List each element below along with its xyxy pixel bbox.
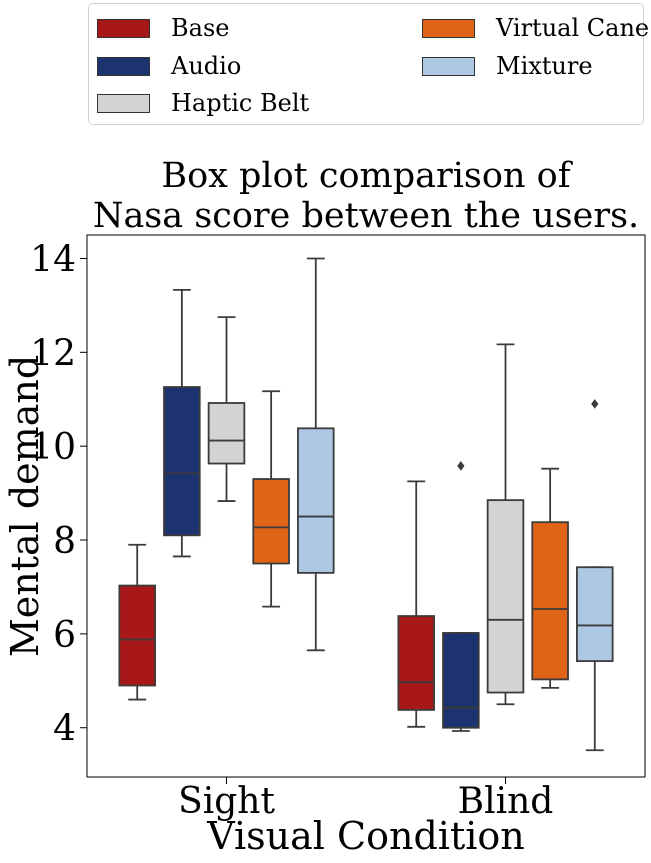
- legend-swatch-audio: [97, 56, 150, 76]
- outlier-point: [457, 461, 465, 471]
- x-axis: Sight Blind: [178, 777, 553, 822]
- y-tick-label: 4: [53, 709, 76, 750]
- box-audio-blind: [442, 461, 480, 732]
- box-iqr: [252, 478, 290, 565]
- box-iqr: [118, 584, 156, 687]
- legend-item-audio: Audio: [97, 51, 241, 81]
- box-iqr: [297, 427, 335, 574]
- x-axis-label: Visual Condition: [206, 814, 524, 858]
- y-tick-label: 8: [53, 521, 76, 562]
- legend-label-base: Base: [171, 14, 230, 42]
- x-tick-label: Sight: [178, 781, 275, 822]
- legend: Base Audio Haptic Belt Virtual Cane Mixt…: [88, 3, 649, 125]
- box-virtual-cane-sight: [252, 390, 290, 608]
- legend-item-mixture: Mixture: [422, 51, 593, 81]
- y-axis: 4 6 8 10 12 14: [30, 239, 87, 750]
- legend-label-haptic-belt: Haptic Belt: [171, 89, 310, 117]
- y-tick-label: 10: [30, 427, 76, 468]
- box-haptic-belt-blind: [486, 343, 525, 706]
- legend-item-haptic-belt: Haptic Belt: [97, 88, 309, 118]
- box-base-blind: [397, 480, 435, 728]
- box-iqr: [486, 499, 525, 694]
- y-axis-label: Mental demand: [3, 355, 47, 657]
- chart-title-line-2: Nasa score between the users.: [92, 196, 640, 236]
- legend-label-virtual-cane: Virtual Cane: [496, 14, 650, 42]
- legend-label-mixture: Mixture: [496, 52, 593, 80]
- box-iqr: [163, 386, 201, 537]
- legend-swatch-base: [97, 18, 150, 38]
- box-iqr: [207, 402, 246, 465]
- legend-item-virtual-cane: Virtual Cane: [422, 13, 649, 43]
- legend-item-base: Base: [97, 13, 229, 43]
- legend-swatch-mixture: [422, 56, 475, 76]
- y-tick-label: 14: [30, 239, 76, 280]
- legend-swatch-virtual-cane: [422, 18, 475, 38]
- box-iqr: [576, 566, 614, 662]
- box-iqr: [397, 615, 435, 711]
- y-tick-label: 12: [30, 333, 76, 374]
- box-iqr: [442, 632, 480, 729]
- box-audio-sight: [163, 289, 201, 558]
- chart-title-line-1: Box plot comparison of: [161, 156, 571, 196]
- y-tick-label: 6: [53, 615, 76, 656]
- legend-swatch-haptic-belt: [97, 93, 150, 113]
- outlier-point: [591, 399, 599, 409]
- box-mixture-blind: [576, 399, 614, 752]
- boxes: [118, 257, 614, 752]
- box-base-sight: [118, 543, 156, 701]
- box-mixture-sight: [297, 257, 335, 652]
- chart-title: Box plot comparison of Nasa score betwee…: [86, 156, 646, 236]
- box-haptic-belt-sight: [207, 316, 246, 502]
- box-iqr: [531, 521, 569, 681]
- legend-label-audio: Audio: [171, 52, 242, 80]
- plot-frame: [86, 234, 646, 778]
- x-tick-label: Blind: [458, 781, 554, 822]
- box-virtual-cane-blind: [531, 467, 569, 689]
